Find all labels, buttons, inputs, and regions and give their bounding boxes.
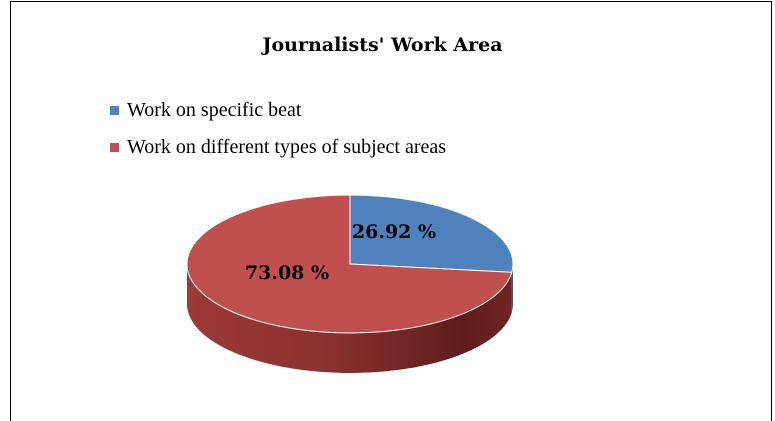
legend-label: Work on specific beat [127, 98, 302, 121]
pie-slice-1 [186, 194, 513, 334]
pie-chart: 26.92 % 73.08 % [186, 194, 514, 373]
legend-swatch-red [110, 142, 119, 152]
legend-swatch-blue [110, 105, 119, 115]
pie-slice-0 [349, 194, 514, 273]
pie-side-1 [187, 264, 512, 373]
chart-title: Journalists' Work Area [262, 34, 503, 56]
data-label-1: 73.08 % [245, 262, 329, 284]
legend-item-specific-beat: Work on specific beat [110, 97, 301, 123]
pie-side-0 [511, 264, 513, 313]
legend-label: Work on different types of subject areas [127, 135, 447, 158]
data-label-0: 26.92 % [352, 221, 436, 243]
legend-item-different-subject-areas: Work on different types of subject areas [110, 134, 446, 160]
